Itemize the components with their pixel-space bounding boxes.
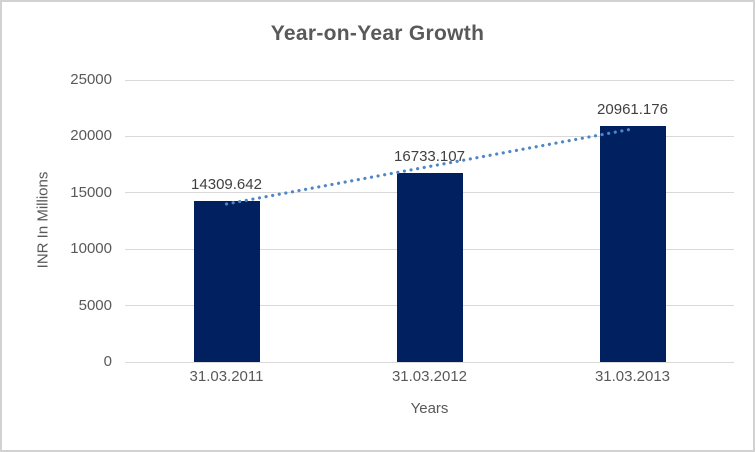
bar	[599, 125, 666, 362]
y-tick-label: 0	[103, 353, 112, 370]
data-label: 16733.107	[394, 148, 465, 166]
y-tick-label: 20000	[70, 127, 112, 145]
bar	[193, 200, 260, 362]
bar	[396, 173, 463, 362]
gridline	[125, 135, 734, 137]
x-tick-label: 31.03.2012	[391, 368, 468, 385]
data-label: 20961.176	[597, 100, 668, 118]
trendline	[224, 127, 635, 206]
y-tick-label: 10000	[70, 240, 112, 258]
plot-area	[125, 79, 734, 363]
y-tick-label: 15000	[70, 183, 112, 201]
x-axis-title: Years	[410, 400, 449, 417]
gridline	[125, 79, 734, 81]
data-label: 14309.642	[191, 175, 262, 193]
y-tick-label: 25000	[70, 71, 112, 88]
chart-title: Year-on-Year Growth	[270, 22, 485, 45]
y-tick-label: 5000	[78, 296, 112, 314]
x-tick-label: 31.03.2011	[189, 368, 264, 385]
x-tick-label: 31.03.2013	[594, 368, 671, 385]
gridline	[125, 361, 734, 363]
